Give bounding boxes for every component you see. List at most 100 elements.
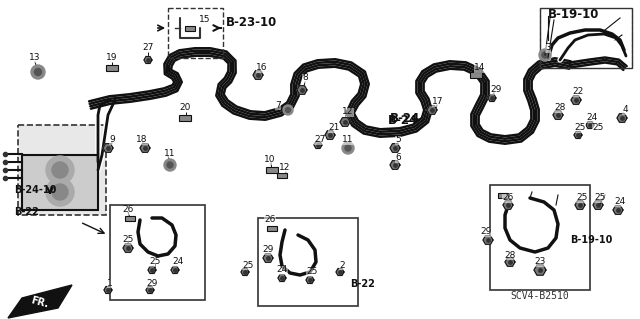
Bar [277,173,287,178]
Text: 29: 29 [147,278,157,287]
Text: 2: 2 [339,261,345,270]
Text: 27: 27 [142,43,154,53]
Bar [106,65,118,71]
Text: 22: 22 [572,87,584,97]
Polygon shape [140,144,150,152]
Circle shape [35,69,42,76]
Circle shape [342,142,354,154]
Circle shape [52,162,68,178]
Polygon shape [427,106,437,114]
Polygon shape [123,244,133,252]
Text: 25: 25 [595,194,605,203]
Polygon shape [586,122,594,129]
Text: 24: 24 [172,257,184,266]
Polygon shape [278,275,286,281]
Text: 27: 27 [314,136,326,145]
Text: B-22: B-22 [350,279,375,289]
Text: 5: 5 [395,136,401,145]
Circle shape [285,108,291,113]
Polygon shape [306,277,314,284]
Text: 12: 12 [279,164,291,173]
Text: 28: 28 [504,250,516,259]
Circle shape [46,156,74,184]
Text: 11: 11 [164,149,176,158]
Polygon shape [390,161,400,169]
Polygon shape [617,114,627,122]
Polygon shape [325,131,335,139]
Text: 29: 29 [262,246,274,255]
Text: 11: 11 [342,136,354,145]
Text: 29: 29 [480,227,492,236]
Polygon shape [171,267,179,273]
Bar [267,226,277,231]
Circle shape [164,159,176,171]
Text: SCV4-B2510: SCV4-B2510 [510,291,569,301]
Text: 26: 26 [502,194,514,203]
Polygon shape [483,236,493,244]
Text: 4: 4 [622,106,628,115]
Text: 20: 20 [179,103,191,113]
Text: B-19-10: B-19-10 [570,235,612,245]
Text: 25: 25 [122,235,134,244]
Polygon shape [148,267,156,273]
Text: 26: 26 [122,205,134,214]
Polygon shape [534,265,546,275]
Bar [498,193,508,198]
Polygon shape [336,269,344,276]
Polygon shape [571,96,581,104]
Text: 24: 24 [276,265,287,275]
Text: 13: 13 [29,54,41,63]
Text: 10: 10 [264,155,276,165]
Circle shape [345,145,351,151]
Text: B-23-10: B-23-10 [226,16,277,28]
Bar [490,185,590,290]
Bar [258,218,358,306]
Text: B-19-10: B-19-10 [548,8,600,21]
Polygon shape [263,254,273,262]
Text: B-24-10: B-24-10 [14,185,56,195]
Circle shape [542,52,548,58]
Text: 15: 15 [199,16,211,25]
Text: 26: 26 [264,216,276,225]
Polygon shape [297,86,307,94]
Polygon shape [314,142,322,148]
Text: 19: 19 [106,54,118,63]
Polygon shape [553,111,563,119]
Bar [110,205,205,300]
Text: 25: 25 [576,194,588,203]
Text: 6: 6 [395,153,401,162]
Polygon shape [503,201,513,209]
Polygon shape [241,269,249,276]
Circle shape [52,184,68,200]
Circle shape [167,162,173,168]
Text: 3: 3 [545,43,551,53]
Circle shape [283,105,293,115]
Circle shape [46,178,74,206]
Polygon shape [488,94,496,101]
Polygon shape [8,285,72,318]
Text: B-22: B-22 [14,207,39,217]
Polygon shape [593,201,603,209]
Text: 25: 25 [149,257,161,266]
Text: 7: 7 [275,100,281,109]
Text: 18: 18 [136,136,148,145]
Text: 25: 25 [592,123,604,132]
Text: FR.: FR. [30,295,50,309]
Circle shape [539,49,551,61]
Polygon shape [253,71,263,79]
Text: 25: 25 [574,123,586,132]
Bar [266,167,278,173]
Polygon shape [103,144,113,152]
Text: B-24: B-24 [390,112,420,124]
Polygon shape [340,118,350,126]
Polygon shape [613,206,623,214]
Bar [179,115,191,121]
Bar [18,125,106,215]
Bar [22,155,98,210]
Text: 12: 12 [342,108,354,116]
Text: 17: 17 [432,98,444,107]
Text: 25: 25 [307,268,317,277]
Polygon shape [574,131,582,138]
Text: 25: 25 [243,261,253,270]
Text: B-24: B-24 [388,114,419,127]
